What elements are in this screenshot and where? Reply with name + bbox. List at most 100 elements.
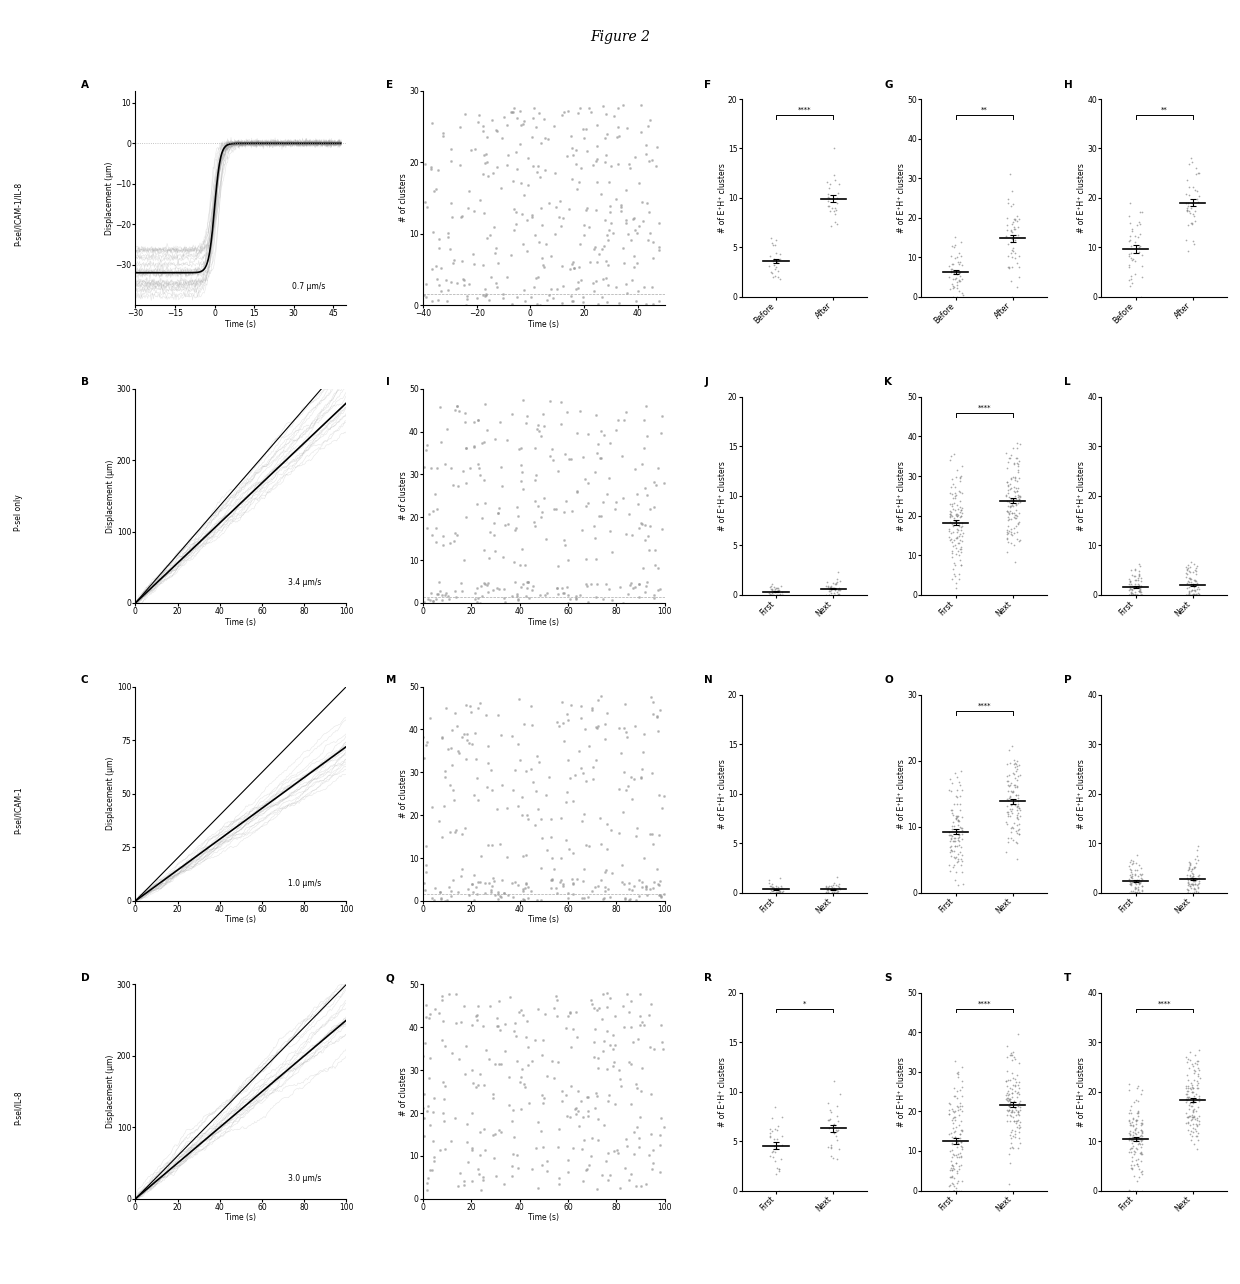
Point — [1189, 1040, 1209, 1061]
Point — [433, 535, 453, 556]
Point — [1180, 1121, 1200, 1141]
Point — [949, 564, 968, 584]
Point — [1008, 514, 1028, 534]
Point — [821, 577, 841, 597]
Point — [613, 801, 632, 822]
Point — [537, 583, 557, 603]
Point — [947, 851, 967, 872]
Point — [998, 452, 1018, 473]
Point — [1120, 225, 1140, 245]
Point — [1132, 584, 1152, 605]
Point — [603, 542, 622, 562]
Point — [622, 578, 642, 598]
Point — [1131, 584, 1151, 605]
Point — [596, 1021, 616, 1041]
Point — [942, 1118, 962, 1139]
Point — [828, 584, 848, 605]
Point — [526, 470, 546, 490]
Point — [1125, 226, 1145, 247]
Point — [485, 525, 505, 546]
Point — [942, 559, 962, 579]
Point — [527, 745, 547, 765]
Point — [1183, 1126, 1203, 1147]
Point — [596, 1150, 616, 1171]
Point — [522, 207, 542, 227]
Point — [1189, 865, 1209, 886]
Point — [998, 1070, 1018, 1090]
Point — [1121, 236, 1141, 257]
Point — [563, 145, 583, 166]
Point — [771, 876, 791, 896]
Point — [944, 507, 963, 528]
Point — [593, 492, 613, 512]
Point — [951, 854, 971, 874]
Point — [765, 258, 785, 279]
Point — [548, 556, 568, 577]
Point — [816, 575, 836, 596]
Point — [947, 844, 967, 864]
Point — [769, 1180, 789, 1201]
Point — [945, 485, 965, 506]
Point — [434, 1111, 454, 1131]
Point — [999, 1111, 1019, 1131]
Point — [417, 1102, 436, 1122]
Point — [564, 258, 584, 279]
Point — [770, 881, 790, 901]
Point — [1121, 881, 1141, 901]
Point — [439, 877, 459, 898]
Point — [1001, 1077, 1021, 1098]
Point — [1008, 460, 1028, 480]
Point — [830, 880, 849, 900]
Point — [827, 582, 847, 602]
Point — [440, 239, 460, 259]
Point — [1004, 230, 1024, 250]
Point — [651, 1108, 671, 1129]
Point — [596, 859, 616, 880]
Point — [1002, 181, 1022, 202]
Point — [1007, 470, 1027, 490]
Point — [600, 887, 620, 908]
Point — [444, 530, 464, 551]
Point — [616, 402, 636, 422]
Point — [1130, 223, 1149, 244]
Point — [946, 505, 966, 525]
Point — [952, 268, 972, 289]
Point — [952, 829, 972, 850]
Point — [544, 225, 564, 245]
Point — [547, 986, 567, 1007]
Point — [484, 1148, 503, 1168]
Point — [1182, 584, 1202, 605]
Point — [825, 881, 844, 901]
Text: P: P — [1064, 675, 1071, 686]
Point — [579, 1156, 599, 1176]
Point — [1177, 556, 1197, 577]
Point — [1123, 1116, 1143, 1136]
Point — [1122, 584, 1142, 605]
Point — [950, 262, 970, 282]
Point — [941, 529, 961, 550]
Point — [825, 578, 844, 598]
Point — [629, 574, 649, 594]
Point — [433, 584, 453, 605]
Point — [1130, 1129, 1149, 1149]
Point — [773, 881, 792, 901]
Point — [631, 767, 651, 787]
Point — [507, 158, 527, 178]
Point — [472, 508, 492, 529]
Point — [611, 196, 631, 217]
Point — [949, 810, 968, 831]
Point — [1003, 818, 1023, 838]
Point — [497, 114, 517, 135]
Point — [768, 882, 787, 903]
Point — [820, 1109, 839, 1130]
Point — [1177, 1084, 1197, 1104]
Point — [1184, 1134, 1204, 1154]
Point — [583, 272, 603, 293]
Point — [572, 696, 591, 716]
Point — [941, 505, 961, 525]
Point — [1131, 873, 1151, 894]
Point — [1003, 782, 1023, 802]
Point — [588, 1000, 608, 1021]
Point — [640, 539, 660, 560]
Point — [1185, 1053, 1205, 1073]
